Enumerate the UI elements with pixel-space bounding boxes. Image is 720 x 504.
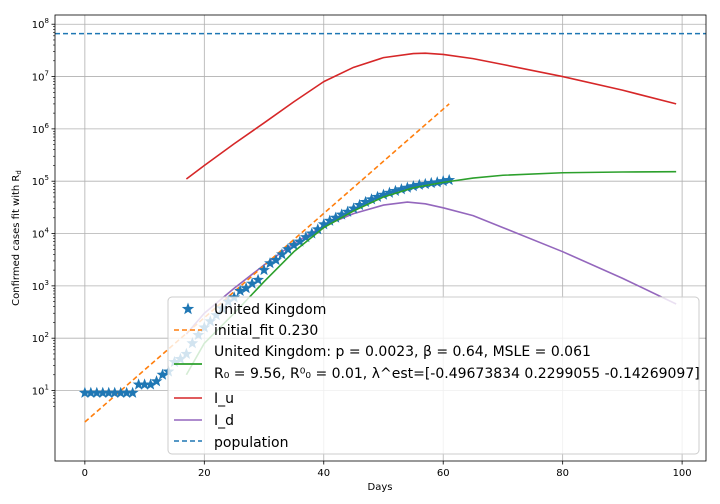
data-point-united-kingdom: [144, 378, 157, 390]
legend-box: [167, 296, 700, 455]
legend-label-i-u: I_u: [214, 391, 234, 407]
legend: United Kingdom initial_fit 0.230 United …: [167, 296, 700, 455]
y-tick-label: 102: [32, 331, 49, 345]
grid: [55, 15, 706, 461]
data-point-united-kingdom: [395, 183, 408, 195]
data-point-united-kingdom: [407, 180, 420, 192]
data-point-united-kingdom: [443, 173, 456, 186]
y-tick-label: 103: [32, 279, 49, 293]
y-tick-label: 104: [32, 227, 50, 241]
y-axis: 101 102 103 104 105 106 107 108: [32, 17, 55, 407]
y-tick-label: 106: [32, 122, 50, 136]
data-point-united-kingdom: [359, 195, 372, 208]
data-point-united-kingdom: [132, 378, 145, 390]
data-point-united-kingdom: [335, 208, 348, 220]
y-axis-label-main: Confirmed cases fit with R: [11, 175, 22, 306]
x-tick-label: 20: [198, 468, 211, 479]
data-point-united-kingdom: [311, 223, 324, 235]
data-point-united-kingdom: [282, 243, 294, 255]
x-tick-label: 40: [317, 468, 330, 479]
y-tick-label: 107: [32, 70, 49, 84]
data-point-united-kingdom: [329, 211, 342, 223]
data-point-united-kingdom: [78, 386, 91, 398]
legend-label-united-kingdom: United Kingdom: [214, 302, 326, 318]
data-point-united-kingdom: [252, 273, 264, 285]
y-tick-label: 108: [32, 17, 49, 31]
plot-frame: [54, 14, 707, 462]
legend-label-model-fit-line2: R₀ = 9.56, R⁰₀ = 0.01, λ^est=[-0.4967383…: [214, 366, 700, 382]
data-point-united-kingdom: [389, 184, 402, 197]
legend-label-population: population: [214, 435, 289, 451]
data-point-united-kingdom: [323, 214, 336, 226]
data-point-united-kingdom: [293, 235, 306, 247]
x-tick-label: 100: [673, 468, 692, 479]
data-point-united-kingdom: [353, 198, 366, 211]
data-point-united-kingdom: [419, 177, 432, 190]
legend-label-i-d: I_d: [214, 413, 234, 429]
data-point-united-kingdom: [371, 190, 384, 202]
data-point-united-kingdom: [270, 253, 282, 266]
data-point-united-kingdom: [246, 277, 258, 289]
data-point-united-kingdom: [240, 282, 253, 294]
x-tick-label: 0: [82, 468, 88, 479]
x-axis-label: Days: [368, 482, 393, 493]
data-point-united-kingdom: [108, 386, 121, 398]
data-point-united-kingdom: [341, 205, 354, 217]
data-point-united-kingdom: [437, 175, 450, 187]
data-point-united-kingdom: [305, 227, 318, 239]
data-point-united-kingdom: [288, 238, 300, 251]
series-i-u: [185, 52, 677, 180]
legend-marker-united-kingdom: [181, 302, 195, 315]
legend-label-model-fit: United Kingdom: p = 0.0023, β = 0.64, MS…: [214, 344, 591, 360]
data-point-united-kingdom: [317, 218, 330, 230]
y-tick-label: 105: [32, 174, 49, 188]
y-axis-label: Confirmed cases fit with Rd: [11, 170, 23, 306]
data-point-united-kingdom: [347, 202, 360, 214]
data-point-united-kingdom: [156, 368, 169, 380]
data-point-united-kingdom: [383, 186, 396, 198]
data-point-united-kingdom: [299, 231, 312, 243]
data-point-united-kingdom: [413, 178, 426, 190]
data-point-united-kingdom: [84, 386, 97, 398]
data-point-united-kingdom: [102, 386, 115, 398]
data-point-united-kingdom: [234, 284, 247, 296]
y-axis-label-subscript: d: [15, 170, 23, 174]
data-point-united-kingdom: [120, 386, 133, 398]
data-point-united-kingdom: [114, 386, 127, 398]
data-point-united-kingdom: [276, 248, 288, 260]
series-i-d: [185, 201, 677, 335]
data-point-united-kingdom: [401, 181, 414, 193]
data-point-united-kingdom: [365, 193, 378, 205]
data-point-united-kingdom: [377, 188, 390, 200]
data-point-united-kingdom: [150, 375, 163, 387]
data-point-united-kingdom: [258, 263, 270, 276]
x-tick-label: 80: [556, 468, 569, 479]
data-point-united-kingdom: [138, 378, 151, 390]
x-axis: 0 20 40 60 80 100: [82, 461, 692, 479]
y-tick-label: 101: [32, 384, 49, 398]
data-point-united-kingdom: [431, 176, 444, 188]
data-point-united-kingdom: [96, 386, 109, 398]
data-point-united-kingdom: [264, 257, 276, 269]
data-point-united-kingdom: [126, 386, 139, 398]
legend-label-initial-fit: initial_fit 0.230: [214, 323, 318, 339]
data-point-united-kingdom: [425, 176, 438, 189]
data-point-united-kingdom: [90, 386, 103, 398]
x-tick-label: 60: [437, 468, 450, 479]
